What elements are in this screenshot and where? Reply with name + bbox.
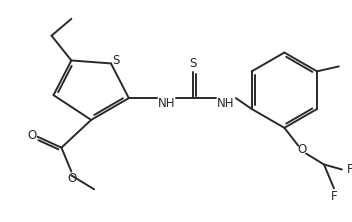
Text: NH: NH bbox=[158, 97, 175, 110]
Text: NH: NH bbox=[217, 97, 235, 110]
Text: S: S bbox=[112, 54, 120, 67]
Text: S: S bbox=[189, 57, 197, 70]
Text: O: O bbox=[68, 172, 77, 185]
Text: F: F bbox=[331, 190, 337, 203]
Text: O: O bbox=[297, 143, 307, 156]
Text: O: O bbox=[27, 129, 36, 142]
Text: F: F bbox=[346, 163, 352, 176]
